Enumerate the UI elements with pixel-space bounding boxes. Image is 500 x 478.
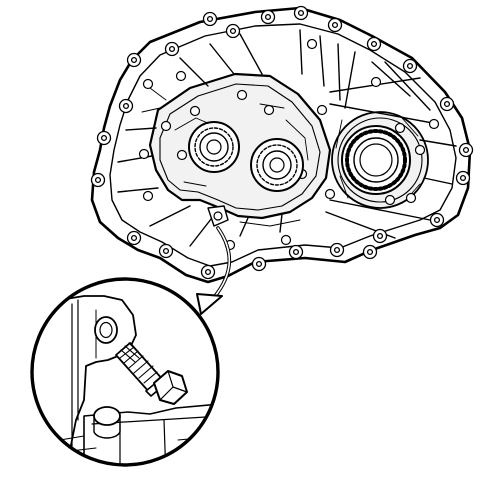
seat-boss <box>93 406 121 426</box>
input-shaft-bearing <box>188 121 240 173</box>
callout-arrow-icon <box>196 226 232 315</box>
bolt-hole <box>94 316 118 344</box>
drain-bolt <box>115 342 188 405</box>
case-interior-holes <box>138 38 440 251</box>
drain-bolt-magnified-icon <box>30 277 220 467</box>
drain-bolt-location <box>207 205 229 227</box>
case-bolt-bosses <box>90 5 474 280</box>
transmission-case <box>90 5 474 284</box>
output-shaft-bearing <box>250 138 304 192</box>
magnifier-lens-rim <box>30 277 220 467</box>
gear-chamber-inner <box>159 83 321 211</box>
callout-arrow-head <box>196 293 223 315</box>
differential-bearing <box>341 125 411 195</box>
case-detail-lines <box>141 87 421 227</box>
case-ribs <box>117 29 457 247</box>
